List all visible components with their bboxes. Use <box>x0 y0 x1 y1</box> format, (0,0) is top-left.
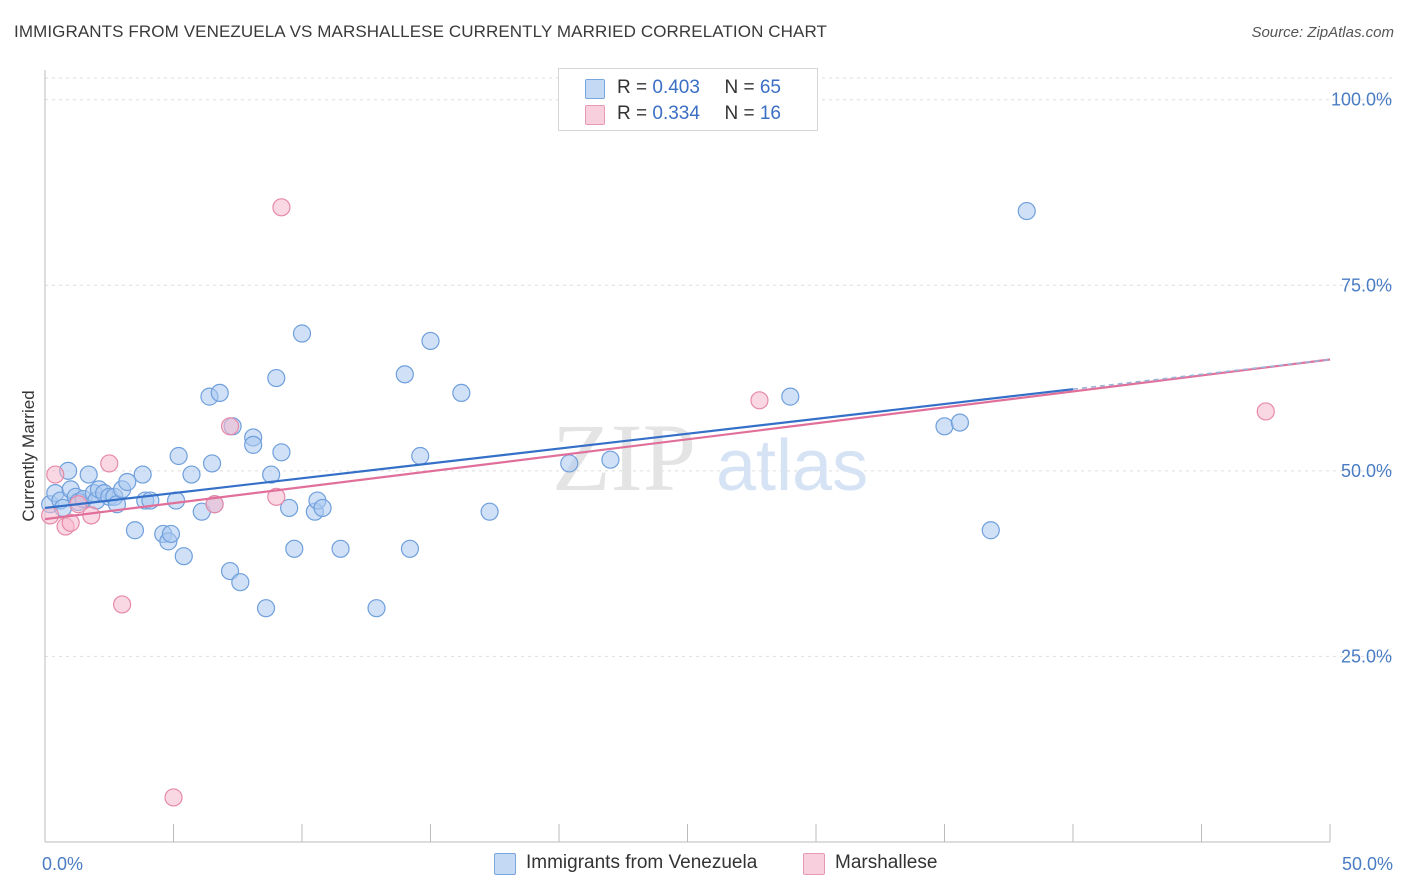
series-name: Marshallese <box>835 852 938 873</box>
venezuela-point <box>182 465 201 484</box>
venezuela-point <box>395 365 414 384</box>
venezuela-point <box>272 443 291 462</box>
marshallese-point <box>205 495 224 514</box>
marshallese-point <box>220 417 240 436</box>
legend-r-label: R = <box>617 103 653 124</box>
legend-r-label: R = <box>617 77 653 98</box>
axes <box>44 70 1331 843</box>
venezuela-point <box>400 539 420 558</box>
venezuela-point <box>1017 201 1036 221</box>
venezuela-point <box>480 502 499 521</box>
marshallese-point <box>61 513 80 532</box>
legend-n-label: N = <box>724 77 760 98</box>
venezuela-point <box>411 446 430 466</box>
venezuela-point <box>118 472 137 492</box>
venezuela-point <box>601 450 620 469</box>
marshallese-point <box>164 788 183 807</box>
marshallese-point <box>272 198 291 217</box>
venezuela-point <box>169 446 188 466</box>
venezuela-point <box>313 498 332 518</box>
venezuela-point <box>161 524 181 544</box>
venezuela-point <box>256 599 276 618</box>
legend-r-value: 0.334 <box>652 103 700 124</box>
y-tick-label: 75.0% <box>1341 275 1392 295</box>
venezuela-point <box>79 465 98 484</box>
venezuela-trend-line <box>44 388 1074 510</box>
marshallese-point <box>41 506 60 525</box>
venezuela-point <box>285 539 304 558</box>
y-tick-label: 100.0% <box>1331 90 1392 110</box>
marshallese-point <box>1256 402 1275 421</box>
legend-swatch-blue <box>585 79 605 99</box>
legend-r-value: 0.403 <box>652 77 700 98</box>
marshallese-point <box>82 506 101 525</box>
venezuela-point <box>220 561 240 581</box>
watermark: ZIP atlas <box>552 404 868 511</box>
venezuela-point <box>133 465 152 484</box>
venezuela-point <box>292 324 312 343</box>
marshallese-trend-line <box>44 358 1331 521</box>
marshallese-point <box>267 487 286 506</box>
x-tick-label: 50.0% <box>1342 854 1393 874</box>
venezuela-point <box>231 573 250 592</box>
venezuela-point <box>560 454 579 473</box>
venezuela-point <box>125 521 145 540</box>
venezuela-point <box>452 383 471 403</box>
tick-labels: 25.0% 50.0% 75.0% 100.0% 0.0% 50.0% <box>42 90 1393 874</box>
venezuela-point <box>981 521 1000 540</box>
venezuela-point <box>244 435 263 454</box>
marshallese-point <box>100 454 119 473</box>
grid <box>45 77 1392 657</box>
series-swatch-blue <box>494 853 516 875</box>
venezuela-point <box>950 413 970 432</box>
series-swatch-pink <box>803 853 825 875</box>
chart-title: IMMIGRANTS FROM VENEZUELA VS MARSHALLESE… <box>14 22 828 41</box>
x-tick-label: 0.0% <box>42 854 83 874</box>
legend-n-value: 65 <box>759 77 781 98</box>
legend-n-value: 16 <box>759 103 781 124</box>
venezuela-point <box>174 547 193 566</box>
venezuela-point <box>267 368 286 388</box>
trend-lines <box>44 358 1331 521</box>
marshallese-point <box>46 465 65 484</box>
y-tick-label: 25.0% <box>1341 646 1392 666</box>
y-axis-label: Currently Married <box>19 390 38 521</box>
legend-swatch-pink <box>585 105 605 125</box>
series-name: Immigrants from Venezuela <box>526 852 758 873</box>
venezuela-point <box>421 331 440 351</box>
venezuela-point <box>210 383 229 403</box>
venezuela-trend-extension <box>1072 358 1331 390</box>
venezuela-point <box>367 599 386 618</box>
stats-legend: R = 0.403 N = 65 R = 0.334 N = 16 <box>558 68 818 131</box>
venezuela-point <box>280 498 299 518</box>
venezuela-point <box>202 454 222 473</box>
source-label: Source: ZipAtlas.com <box>1251 24 1394 41</box>
watermark-atlas: atlas <box>716 426 868 506</box>
marshallese-point <box>750 391 769 410</box>
venezuela-point <box>331 539 350 558</box>
venezuela-point <box>935 417 954 436</box>
marshallese-point <box>112 595 132 614</box>
venezuela-point <box>262 465 281 484</box>
y-tick-label: 50.0% <box>1341 461 1392 481</box>
venezuela-point <box>781 387 800 406</box>
legend-n-label: N = <box>724 103 760 124</box>
